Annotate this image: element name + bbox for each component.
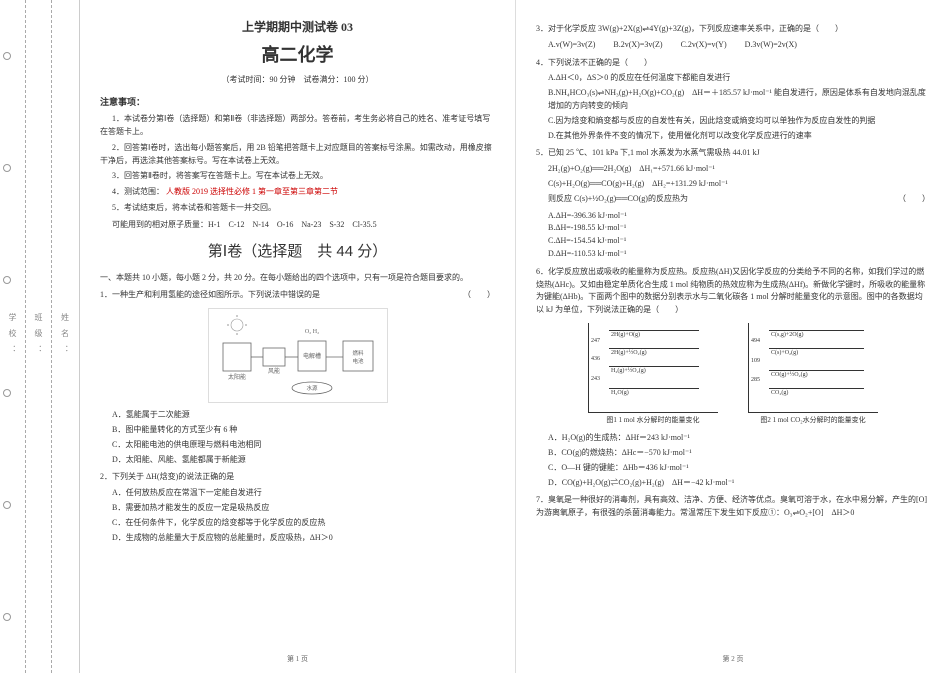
q6-co2-caption: 图2 1 mol CO₂水分解时的能量变化 <box>748 415 878 426</box>
page-2: 3．对于化学反应 3W(g)+2X(g)⇌4Y(g)+3Z(g)，下列反应速率关… <box>515 0 950 673</box>
q4-opt-a: A.ΔH＜0，ΔS＞0 的反应在任何温度下都能自发进行 <box>548 72 930 85</box>
binding-col-name: 姓名： <box>52 0 78 673</box>
main-title: 上学期期中测试卷 03 <box>100 18 495 37</box>
q3-stem: 3．对于化学反应 3W(g)+2X(g)⇌4Y(g)+3Z(g)，下列反应速率关… <box>536 23 930 36</box>
instruction-2: 2．回答第Ⅰ卷时，选出每小题答案后，用 2B 铅笔把答题卡上对应题目的答案标号涂… <box>100 142 495 168</box>
q3-opt-c: C.2v(X)=v(Y) <box>681 39 727 52</box>
svg-text:太阳能: 太阳能 <box>227 373 245 381</box>
page-1: 上学期期中测试卷 03 高二化学 （考试时间：90 分钟 试卷满分：100 分）… <box>80 0 515 673</box>
q5-ask: 则反应 C(s)+½O₂(g)══CO(g)的反应热为 （ ） <box>548 193 930 206</box>
energy-flow-diagram: 太阳能 风能 电解槽 燃料 电池 O₂ H₂ 水源 <box>213 313 383 398</box>
q5-options: A.ΔH=-396.36 kJ·mol⁻¹ B.ΔH=-198.55 kJ·mo… <box>548 210 930 261</box>
svg-text:燃料: 燃料 <box>352 349 364 357</box>
svg-text:水源: 水源 <box>306 384 318 392</box>
q4-stem: 4．下列说法不正确的是（ ） <box>536 57 930 70</box>
punch-holes <box>0 0 15 673</box>
page1-footer: 第 1 页 <box>80 654 515 665</box>
q6-diagrams: 2H(g)+O(g) 2H(g)+½O₂(g) 247 H₂(g)+½O₂(g)… <box>536 323 930 426</box>
q1-stem: 1．一种生产和利用氢能的途径如图所示。下列说法中错误的是 <box>100 290 320 299</box>
q3-opt-b: B.2v(X)=3v(Z) <box>613 39 662 52</box>
q2-opt-a: A．任何放热反应在常温下一定能自发进行 <box>112 487 495 500</box>
sub-title: 高二化学 <box>100 41 495 70</box>
question-5: 5．已知 25 ℃、101 kPa 下,1 mol 水蒸发为水蒸气需吸热 44.… <box>536 147 930 260</box>
q2-opt-d: D．生成物的总能量大于反应物的总能量时，反应吸热，ΔH＞0 <box>112 532 495 545</box>
q5-stem: 5．已知 25 ℃、101 kPa 下,1 mol 水蒸发为水蒸气需吸热 44.… <box>536 147 930 160</box>
question-1: 1．一种生产和利用氢能的途径如图所示。下列说法中错误的是 （ ） 太阳能 风能 … <box>100 289 495 466</box>
question-4: 4．下列说法不正确的是（ ） A.ΔH＜0，ΔS＞0 的反应在任何温度下都能自发… <box>536 57 930 143</box>
q6-opt-d: D．CO(g)+H₂O(g)⇌CO₂(g)+H₂(g) ΔH＝−42 kJ·mo… <box>548 477 930 490</box>
svg-text:电池: 电池 <box>352 357 364 365</box>
q2-opt-c: C．在任何条件下，化学反应的焓变都等于化学反应的反应热 <box>112 517 495 530</box>
binding-margin: 学校： 班级： 姓名： <box>0 0 80 673</box>
q6-water-caption: 图1 1 mol 水分解时的能量变化 <box>588 415 718 426</box>
scope-red: 人教版 2019 选择性必修 1 第一章至第三章第二节 <box>166 187 338 196</box>
svg-text:电解槽: 电解槽 <box>302 352 320 360</box>
instructions: 1．本试卷分第Ⅰ卷（选择题）和第Ⅱ卷（非选择题）两部分。答卷前，考生务必将自己的… <box>100 113 495 215</box>
exam-info: （考试时间：90 分钟 试卷满分：100 分） <box>100 74 495 87</box>
q3-options: A.v(W)=3v(Z) B.2v(X)=3v(Z) C.2v(X)=v(Y) … <box>548 39 930 52</box>
part1-title: 第Ⅰ卷（选择题 共 44 分） <box>100 240 495 264</box>
q4-opt-c: C.因为焓变和熵变都与反应的自发性有关，因此焓变或熵变均可以单独作为反应自发性的… <box>548 115 930 128</box>
svg-text:风能: 风能 <box>267 367 279 375</box>
atomic-mass: 可能用到的相对原子质量：H-1 C-12 N-14 O-16 Na-23 S-3… <box>100 219 495 232</box>
q1-blank: （ ） <box>463 289 495 302</box>
q3-opt-d: D.3v(W)=2v(X) <box>745 39 797 52</box>
instruction-4: 4．测试范围： 人教版 2019 选择性必修 1 第一章至第三章第二节 <box>100 186 495 199</box>
instruction-5: 5．考试结束后，将本试卷和答题卡一并交回。 <box>100 202 495 215</box>
q1-options: A．氢能属于二次能源 B．图中能量转化的方式至少有 6 种 C．太阳能电池的供电… <box>112 409 495 466</box>
q1-opt-b: B．图中能量转化的方式至少有 6 种 <box>112 424 495 437</box>
page2-footer: 第 2 页 <box>516 654 950 665</box>
question-6: 6．化学反应放出或吸收的能量称为反应热。反应热(ΔH)又因化学反应的分类给予不同… <box>536 266 930 490</box>
pages-container: 上学期期中测试卷 03 高二化学 （考试时间：90 分钟 试卷满分：100 分）… <box>80 0 950 673</box>
q6-water-diagram: 2H(g)+O(g) 2H(g)+½O₂(g) 247 H₂(g)+½O₂(g)… <box>588 323 718 426</box>
binding-col-class: 班级： <box>26 0 52 673</box>
q4-opt-d: D.在其他外界条件不变的情况下，使用催化剂可以改变化学反应进行的速率 <box>548 130 930 143</box>
question-2: 2．下列关于 ΔH(焓变)的说法正确的是 A．任何放热反应在常温下一定能自发进行… <box>100 471 495 544</box>
q4-opt-b: B.NH₄HCO₃(s)⇌NH₃(g)+H₂O(g)+CO₂(g) ΔH＝＋18… <box>548 87 930 113</box>
q2-stem: 2．下列关于 ΔH(焓变)的说法正确的是 <box>100 471 495 484</box>
q6-co2-diagram: C(s,g)+2O(g) C(s)+O₂(g) 494 CO(g)+½O₂(g)… <box>748 323 878 426</box>
q5-rxn-1: 2H₂(g)+O₂(g)══2H₂O(g) ΔH₁=+571.66 kJ·mol… <box>548 163 930 176</box>
q1-diagram: 太阳能 风能 电解槽 燃料 电池 O₂ H₂ 水源 <box>208 308 388 403</box>
q5-opt-d: D.ΔH=-110.53 kJ·mol⁻¹ <box>548 248 731 261</box>
q6-opt-a: A．H₂O(g)的生成热：ΔHf＝243 kJ·mol⁻¹ <box>548 432 930 445</box>
q3-opt-a: A.v(W)=3v(Z) <box>548 39 595 52</box>
q1-opt-d: D．太阳能、风能、氢能都属于新能源 <box>112 454 495 467</box>
q5-opt-a: A.ΔH=-396.36 kJ·mol⁻¹ <box>548 210 731 223</box>
question-7: 7．臭氧是一种很好的消毒剂，具有高效、洁净、方便、经济等优点。臭氧可溶于水，在水… <box>536 494 930 520</box>
instruction-3: 3．回答第Ⅱ卷时，将答案写在答题卡上。写在本试卷上无效。 <box>100 170 495 183</box>
part1-desc: 一、本题共 10 小题，每小题 2 分，共 20 分。在每小题给出的四个选项中，… <box>100 272 495 285</box>
q4-options: A.ΔH＜0，ΔS＞0 的反应在任何温度下都能自发进行 B.NH₄HCO₃(s)… <box>548 72 930 142</box>
q6-options: A．H₂O(g)的生成热：ΔHf＝243 kJ·mol⁻¹ B．CO(g)的燃烧… <box>548 432 930 489</box>
q2-opt-b: B．需要加热才能发生的反应一定是吸热反应 <box>112 502 495 515</box>
q5-opt-c: C.ΔH=-154.54 kJ·mol⁻¹ <box>548 235 731 248</box>
q7-stem: 7．臭氧是一种很好的消毒剂，具有高效、洁净、方便、经济等优点。臭氧可溶于水，在水… <box>536 494 930 520</box>
q6-stem: 6．化学反应放出或吸收的能量称为反应热。反应热(ΔH)又因化学反应的分类给予不同… <box>536 266 930 317</box>
q6-opt-b: B．CO(g)的燃烧热：ΔHc＝−570 kJ·mol⁻¹ <box>548 447 930 460</box>
question-3: 3．对于化学反应 3W(g)+2X(g)⇌4Y(g)+3Z(g)，下列反应速率关… <box>536 23 930 52</box>
label-class: 班级： <box>33 313 44 361</box>
instruction-1: 1．本试卷分第Ⅰ卷（选择题）和第Ⅱ卷（非选择题）两部分。答卷前，考生务必将自己的… <box>100 113 495 139</box>
svg-text:O₂ H₂: O₂ H₂ <box>304 329 318 335</box>
q5-reactions: 2H₂(g)+O₂(g)══2H₂O(g) ΔH₁=+571.66 kJ·mol… <box>536 163 930 191</box>
q5-rxn-2: C(s)+H₂O(g)══CO(g)+H₂(g) ΔH₂=+131.29 kJ·… <box>548 178 930 191</box>
q5-opt-b: B.ΔH=-198.55 kJ·mol⁻¹ <box>548 222 731 235</box>
label-name: 姓名： <box>60 313 71 361</box>
q2-options: A．任何放热反应在常温下一定能自发进行 B．需要加热才能发生的反应一定是吸热反应… <box>112 487 495 544</box>
notice-label: 注意事项： <box>100 95 495 109</box>
q1-opt-a: A．氢能属于二次能源 <box>112 409 495 422</box>
q1-opt-c: C．太阳能电池的供电原理与燃料电池相同 <box>112 439 495 452</box>
q6-opt-c: C．O—H 键的键能：ΔHb＝436 kJ·mol⁻¹ <box>548 462 930 475</box>
